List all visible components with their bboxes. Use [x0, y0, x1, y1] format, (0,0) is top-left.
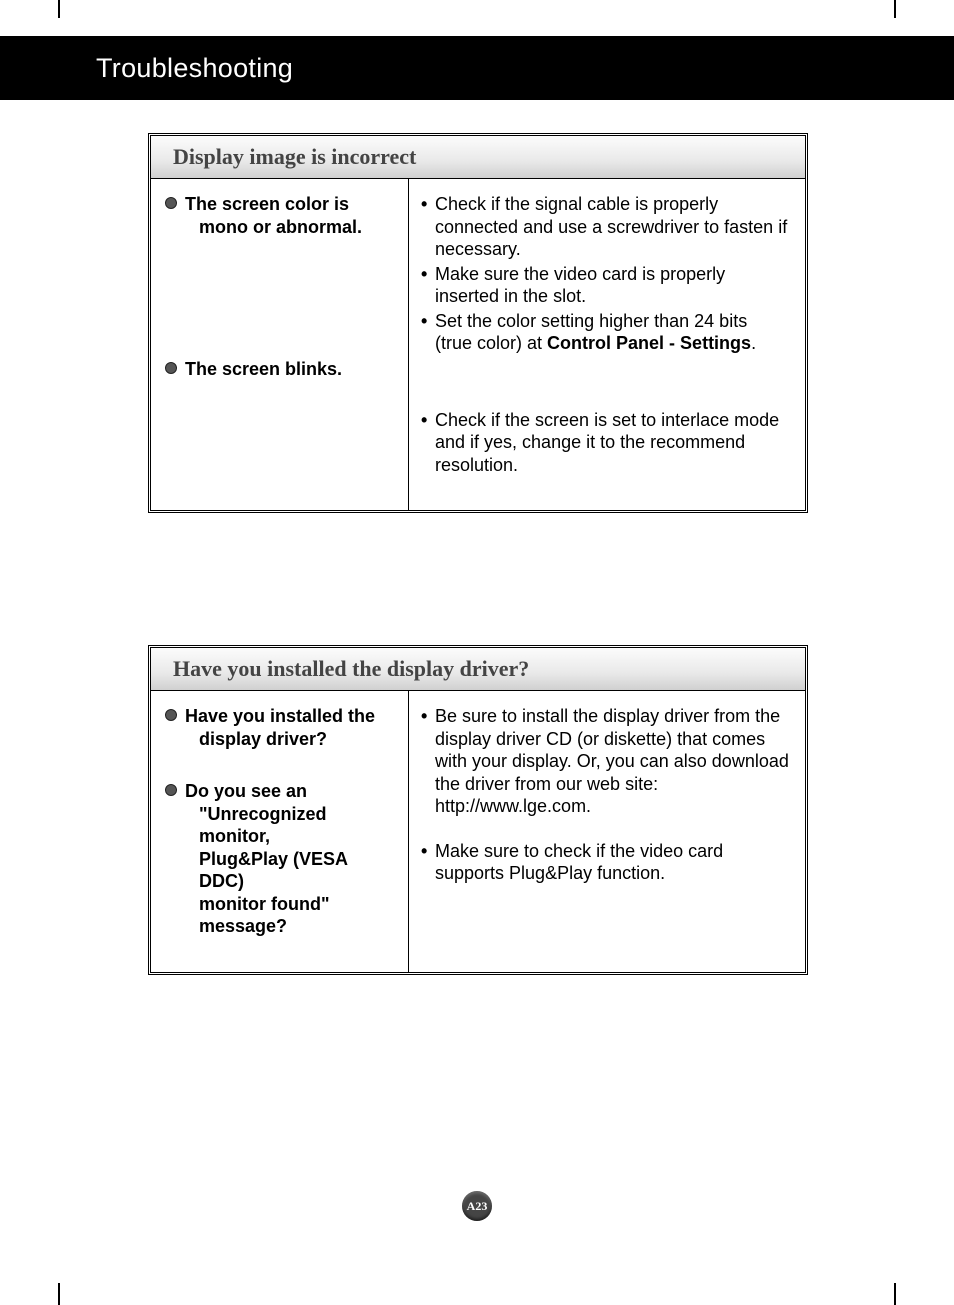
symptom-text: Have you installed the display driver?: [185, 705, 375, 750]
symptom-item: Have you installed the display driver?: [165, 705, 396, 750]
header-band: Troubleshooting: [0, 36, 954, 100]
troubleshooting-box-display-driver: Have you installed the display driver? H…: [148, 645, 808, 975]
bullet-icon: •: [421, 705, 435, 728]
page-title: Troubleshooting: [96, 53, 293, 84]
solution-item: •Check if the screen is set to interlace…: [421, 409, 789, 477]
bullet-icon: •: [421, 840, 435, 863]
crop-mark-bottom-left: [58, 1283, 60, 1305]
solution-text: Set the color setting higher than 24 bit…: [435, 310, 789, 355]
page: Troubleshooting Display image is incorre…: [0, 0, 954, 1305]
symptom-item: The screen color is mono or abnormal.: [165, 193, 396, 238]
symptom-text: The screen blinks.: [185, 358, 342, 381]
troubleshooting-box-display-image: Display image is incorrect The screen co…: [148, 133, 808, 513]
bullet-dot-icon: [165, 784, 177, 796]
bullet-dot-icon: [165, 197, 177, 209]
box-title: Have you installed the display driver?: [151, 648, 805, 691]
bullet-icon: •: [421, 409, 435, 432]
bullet-icon: •: [421, 193, 435, 216]
symptom-text: Do you see an "Unrecognized monitor, Plu…: [185, 780, 396, 938]
bullet-icon: •: [421, 310, 435, 333]
content-area: Display image is incorrect The screen co…: [148, 133, 808, 1107]
box-body: Have you installed the display driver? D…: [151, 691, 805, 972]
solution-group: •Check if the signal cable is properly c…: [421, 193, 789, 355]
box-body: The screen color is mono or abnormal. Th…: [151, 179, 805, 510]
page-number-badge: A23: [462, 1191, 492, 1221]
symptom-item: Do you see an "Unrecognized monitor, Plu…: [165, 780, 396, 938]
bullet-dot-icon: [165, 362, 177, 374]
crop-mark-bottom-right: [894, 1283, 896, 1305]
solution-item: •Make sure to check if the video card su…: [421, 840, 789, 885]
solution-item: •Be sure to install the display driver f…: [421, 705, 789, 818]
solution-group: •Make sure to check if the video card su…: [421, 840, 789, 885]
symptoms-column: Have you installed the display driver? D…: [151, 691, 409, 972]
symptoms-column: The screen color is mono or abnormal. Th…: [151, 179, 409, 510]
solution-group: •Be sure to install the display driver f…: [421, 705, 789, 818]
bullet-icon: •: [421, 263, 435, 286]
box-title: Display image is incorrect: [151, 136, 805, 179]
solutions-column: •Check if the signal cable is properly c…: [409, 179, 805, 510]
symptom-text: The screen color is mono or abnormal.: [185, 193, 362, 238]
solutions-column: •Be sure to install the display driver f…: [409, 691, 805, 972]
bullet-dot-icon: [165, 709, 177, 721]
solution-item: •Set the color setting higher than 24 bi…: [421, 310, 789, 355]
solution-item: •Check if the signal cable is properly c…: [421, 193, 789, 261]
crop-mark-top-left: [58, 0, 60, 18]
symptom-item: The screen blinks.: [165, 358, 396, 381]
solution-group: •Check if the screen is set to interlace…: [421, 409, 789, 477]
crop-mark-top-right: [894, 0, 896, 18]
solution-item: •Make sure the video card is properly in…: [421, 263, 789, 308]
